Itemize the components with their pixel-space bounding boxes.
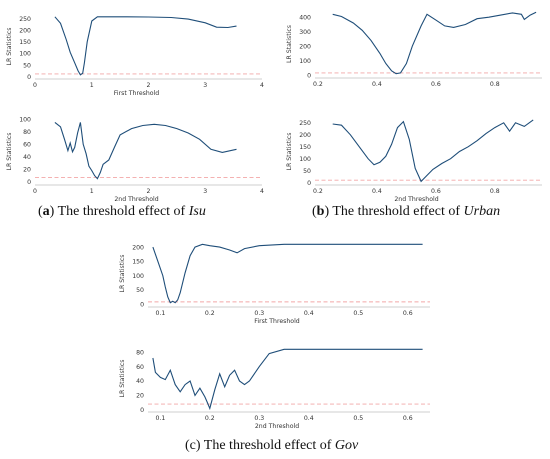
- x-tick-label: 2: [147, 188, 151, 195]
- caption-a: (a) The threshold effect of Isu: [38, 204, 206, 219]
- x-tick-label: 0.5: [353, 310, 363, 317]
- y-axis-label: LR Statistics: [6, 133, 13, 171]
- x-tick-label: 0.2: [205, 415, 215, 422]
- y-tick-label: 100: [19, 51, 31, 58]
- y-tick-label: 150: [19, 39, 31, 46]
- y-tick-label: 80: [136, 349, 144, 356]
- y-tick-label: 50: [136, 287, 144, 294]
- y-tick-label: 0: [27, 179, 31, 186]
- x-tick-label: 0.6: [431, 81, 441, 88]
- lr-statistic-series-line: [152, 243, 423, 304]
- chart-c-bottom-svg: 0.1 0.2 0.3 0.4 0.5 0.6 0 20 40 60 80 2nd Threshold…: [119, 348, 430, 430]
- y-tick-label: 100: [299, 156, 311, 163]
- y-tick-label: 20: [23, 167, 31, 174]
- x-tick-label: 3: [203, 188, 207, 195]
- y-tick-label: 150: [132, 259, 144, 266]
- x-tick-label: 2: [147, 82, 151, 89]
- x-tick-label: 0: [33, 188, 37, 195]
- y-axis-label: LR Statistics: [119, 360, 126, 398]
- chart-c-top-svg: 0.1 0.2 0.3 0.4 0.5 0.6 0 50 100 150 200 First Thre…: [119, 243, 430, 325]
- x-tick-label: 0.8: [490, 188, 500, 195]
- x-tick-label: 1: [90, 188, 94, 195]
- caption-b: (b) The threshold effect of Urban: [312, 204, 501, 219]
- y-tick-label: 250: [19, 16, 31, 23]
- x-axis-label: First Threshold: [254, 318, 300, 325]
- x-axis-label: First Threshold: [114, 90, 160, 97]
- chart-panel-b-bottom: 0.2 0.4 0.6 0.8 0 50 100 150 200 250 2nd Threshold…: [280, 108, 550, 218]
- lr-statistic-series-line: [332, 11, 537, 75]
- x-tick-label: 0.3: [254, 415, 264, 422]
- y-tick-label: 40: [23, 154, 31, 161]
- chart-panel-c-top: 0.1 0.2 0.3 0.4 0.5 0.6 0 50 100 150 200 First Thre…: [108, 228, 438, 338]
- chart-b-top-svg: 0.2 0.4 0.6 0.8 0 100 200 300 400 LR Statistics: [286, 11, 542, 88]
- y-axis-label: LR Statistics: [286, 133, 293, 171]
- chart-panel-a-bottom: 0 1 2 3 4 0 20 40 60 80 100 2nd Threshold LR Statist…: [0, 108, 270, 218]
- y-tick-label: 200: [299, 132, 311, 139]
- y-tick-label: 60: [136, 364, 144, 371]
- x-tick-label: 3: [203, 82, 207, 89]
- y-tick-label: 50: [303, 168, 311, 175]
- x-tick-label: 0.4: [372, 81, 382, 88]
- x-tick-label: 0.2: [313, 188, 323, 195]
- y-tick-label: 0: [140, 301, 144, 308]
- y-tick-label: 250: [299, 120, 311, 127]
- y-tick-label: 100: [299, 58, 311, 65]
- x-axis-label: 2nd Threshold: [255, 423, 299, 430]
- y-tick-label: 200: [19, 27, 31, 34]
- x-tick-label: 0.8: [490, 81, 500, 88]
- chart-panel-b-top: 0.2 0.4 0.6 0.8 0 100 200 300 400 LR Statistics: [280, 0, 550, 110]
- x-tick-label: 4: [260, 188, 264, 195]
- y-tick-label: 200: [132, 244, 144, 251]
- y-tick-label: 0: [307, 180, 311, 187]
- y-tick-label: 0: [27, 74, 31, 81]
- x-tick-label: 0.6: [403, 310, 413, 317]
- x-axis-label: 2nd Threshold: [114, 196, 158, 203]
- y-tick-label: 40: [136, 378, 144, 385]
- x-tick-label: 0.2: [205, 310, 215, 317]
- y-tick-label: 100: [132, 273, 144, 280]
- chart-panel-a-top: 0 1 2 3 4 0 50 100 150 200 250 First Threshold LR St…: [0, 0, 270, 110]
- x-tick-label: 0.2: [313, 81, 323, 88]
- x-tick-label: 0.5: [353, 415, 363, 422]
- x-tick-label: 0.6: [431, 188, 441, 195]
- x-tick-label: 0.6: [403, 415, 413, 422]
- y-tick-label: 50: [23, 62, 31, 69]
- chart-a-top-svg: 0 1 2 3 4 0 50 100 150 200 250 First Threshold LR St…: [6, 16, 264, 97]
- lr-statistic-series-line: [54, 16, 237, 76]
- x-tick-label: 0.4: [372, 188, 382, 195]
- x-tick-label: 1: [90, 82, 94, 89]
- y-axis-label: LR Statistics: [119, 255, 126, 293]
- caption-c: (c) The threshold effect of Gov: [185, 438, 359, 453]
- x-tick-label: 0.1: [155, 415, 165, 422]
- y-tick-label: 300: [299, 29, 311, 36]
- y-axis-label: LR Statistics: [6, 28, 13, 66]
- y-tick-label: 20: [136, 393, 144, 400]
- x-tick-label: 0.1: [155, 310, 165, 317]
- y-tick-label: 200: [299, 43, 311, 50]
- y-tick-label: 100: [19, 116, 31, 123]
- lr-statistic-series-line: [152, 348, 423, 411]
- x-tick-label: 0.4: [304, 310, 314, 317]
- y-tick-label: 60: [23, 141, 31, 148]
- lr-statistic-series-line: [54, 121, 237, 180]
- y-axis-label: LR Statistics: [286, 25, 293, 63]
- y-tick-label: 0: [140, 407, 144, 414]
- x-tick-label: 0.3: [254, 310, 264, 317]
- lr-statistic-series-line: [332, 119, 534, 183]
- x-tick-label: 4: [260, 82, 264, 89]
- chart-b-bottom-svg: 0.2 0.4 0.6 0.8 0 50 100 150 200 250 2nd Threshold…: [286, 119, 542, 203]
- x-axis-label: 2nd Threshold: [394, 196, 438, 203]
- x-tick-label: 0: [33, 82, 37, 89]
- chart-panel-c-bottom: 0.1 0.2 0.3 0.4 0.5 0.6 0 20 40 60 80 2nd Threshold…: [108, 335, 438, 440]
- y-tick-label: 0: [307, 72, 311, 79]
- y-tick-label: 400: [299, 14, 311, 21]
- y-tick-label: 150: [299, 144, 311, 151]
- y-tick-label: 80: [23, 129, 31, 136]
- x-tick-label: 0.4: [304, 415, 314, 422]
